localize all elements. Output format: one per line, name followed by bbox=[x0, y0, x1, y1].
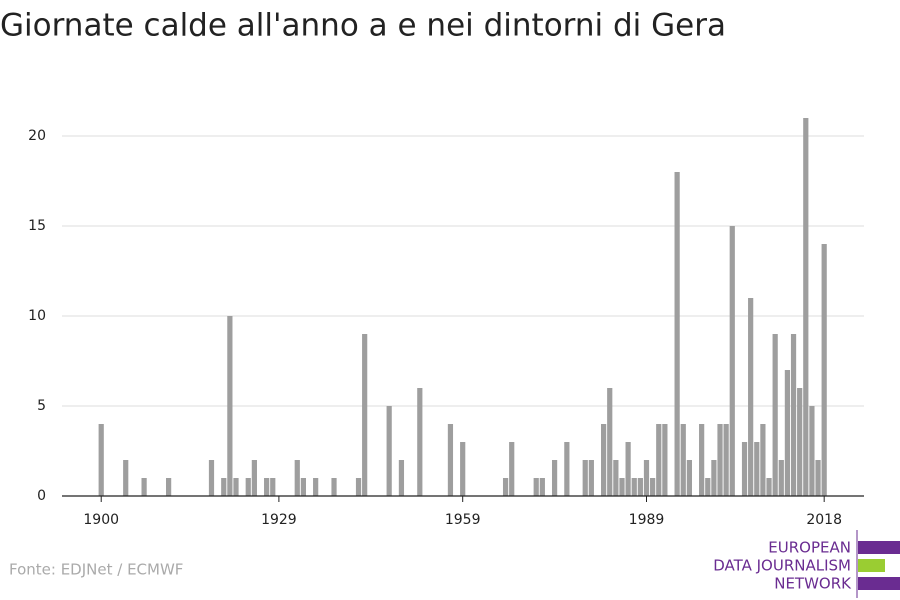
x-tick-label: 1929 bbox=[261, 512, 297, 528]
bar bbox=[821, 244, 827, 496]
bar bbox=[398, 460, 405, 496]
bar bbox=[294, 460, 300, 496]
bar bbox=[637, 478, 643, 496]
bar bbox=[331, 478, 337, 496]
bar bbox=[784, 370, 791, 496]
bar bbox=[601, 424, 607, 496]
bar bbox=[680, 424, 686, 496]
bar bbox=[588, 460, 594, 496]
bar bbox=[417, 388, 423, 496]
bar bbox=[674, 172, 680, 496]
bar bbox=[754, 442, 760, 496]
chart-title: Giornate calde all'anno a e nei dintorni… bbox=[0, 8, 726, 44]
bar bbox=[355, 478, 362, 496]
bar bbox=[227, 316, 233, 496]
bar bbox=[221, 478, 227, 496]
bar bbox=[729, 226, 735, 496]
bar bbox=[790, 334, 797, 496]
source: Fonte: EDJNet / ECMWF bbox=[9, 561, 183, 579]
bar bbox=[123, 460, 129, 496]
bar bbox=[533, 478, 539, 496]
bar bbox=[582, 460, 588, 496]
logo-text: EUROPEAN bbox=[768, 539, 851, 557]
bar bbox=[662, 424, 668, 496]
bar bbox=[233, 478, 239, 496]
y-tick-label: 5 bbox=[37, 398, 46, 414]
bar bbox=[509, 442, 515, 496]
bar bbox=[141, 478, 147, 496]
bar bbox=[313, 478, 319, 496]
bar bbox=[539, 478, 545, 496]
bar bbox=[551, 460, 558, 496]
logo-text: NETWORK bbox=[774, 575, 852, 593]
bar bbox=[723, 424, 729, 496]
logo-bar bbox=[858, 577, 900, 590]
bar bbox=[447, 424, 454, 496]
bar bbox=[251, 460, 257, 496]
bar bbox=[699, 424, 705, 496]
bar bbox=[748, 298, 754, 496]
bar bbox=[208, 460, 215, 496]
bar bbox=[264, 478, 270, 496]
bar bbox=[270, 478, 276, 496]
y-tick-label: 10 bbox=[28, 308, 46, 324]
x-tick-label: 2018 bbox=[806, 512, 842, 528]
bar bbox=[362, 334, 368, 496]
bar bbox=[460, 442, 466, 496]
logo-bar bbox=[858, 541, 900, 554]
y-tick-label: 15 bbox=[28, 218, 46, 234]
bar bbox=[386, 406, 392, 496]
bar bbox=[300, 478, 307, 496]
bar bbox=[625, 442, 631, 496]
bar bbox=[705, 478, 711, 496]
bar bbox=[607, 388, 613, 496]
bar bbox=[643, 460, 650, 496]
bar bbox=[778, 460, 784, 496]
bar bbox=[809, 406, 815, 496]
bar bbox=[815, 460, 821, 496]
bar bbox=[619, 478, 625, 496]
bar bbox=[656, 424, 662, 496]
bar bbox=[98, 424, 104, 496]
bar bbox=[766, 478, 772, 496]
x-tick-label: 1989 bbox=[629, 512, 665, 528]
bar bbox=[797, 388, 803, 496]
y-tick-label: 0 bbox=[37, 488, 46, 504]
bar bbox=[166, 478, 172, 496]
y-tick-label: 20 bbox=[28, 128, 46, 144]
x-tick-label: 1959 bbox=[445, 512, 481, 528]
bar bbox=[613, 460, 619, 496]
logo-text: DATA JOURNALISM bbox=[713, 557, 851, 575]
bar bbox=[502, 478, 509, 496]
bar bbox=[631, 478, 637, 496]
bar bbox=[564, 442, 570, 496]
bar bbox=[650, 478, 656, 496]
bar bbox=[760, 424, 766, 496]
bar bbox=[717, 424, 723, 496]
bar bbox=[245, 478, 251, 496]
bar bbox=[741, 442, 748, 496]
bar bbox=[772, 334, 778, 496]
bar bbox=[803, 118, 809, 496]
logo-bar bbox=[858, 559, 885, 572]
x-tick-label: 1900 bbox=[83, 512, 119, 528]
bar bbox=[686, 460, 692, 496]
bar bbox=[711, 460, 717, 496]
